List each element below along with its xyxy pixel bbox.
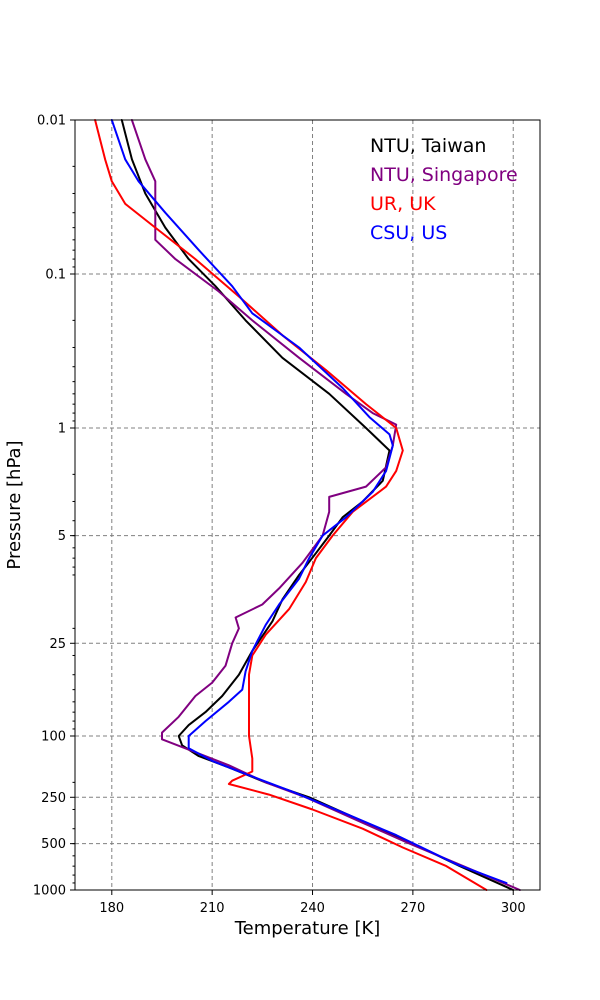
y-tick-label: 5 [58, 529, 66, 544]
legend: NTU, Taiwan NTU, Singapore UR, UK CSU, US [370, 135, 518, 244]
series-line-1 [130, 119, 521, 891]
legend-entry-2: UR, UK [370, 193, 436, 215]
y-tick-label: 100 [41, 730, 66, 745]
y-tick-label: 250 [41, 791, 66, 806]
x-axis-label: Temperature [K] [234, 918, 381, 939]
grid [75, 120, 540, 890]
legend-entry-0: NTU, Taiwan [370, 135, 486, 157]
x-tick-label: 240 [300, 901, 325, 916]
y-tick-label: 25 [49, 637, 66, 652]
x-tick-label: 270 [400, 901, 425, 916]
axis-ticks: 180 210 240 270 300 0.01 0.1 1 5 25 100 250 500 1000 [33, 114, 526, 917]
y-tick-label: 500 [41, 837, 66, 852]
y-tick-label: 0.01 [37, 114, 66, 129]
x-tick-label: 210 [200, 901, 225, 916]
x-tick-label: 300 [501, 901, 526, 916]
y-tick-label: 1000 [33, 884, 66, 899]
plot-frame [74, 119, 541, 891]
y-axis-label: Pressure [hPa] [4, 440, 25, 569]
series-group [94, 119, 521, 891]
y-tick-label: 0.1 [45, 268, 66, 283]
y-tick-label: 1 [58, 422, 66, 437]
legend-entry-1: NTU, Singapore [370, 164, 518, 186]
x-tick-label: 180 [99, 901, 124, 916]
series-line-2 [94, 119, 488, 891]
legend-entry-3: CSU, US [370, 222, 447, 244]
series-line-3 [110, 119, 508, 884]
